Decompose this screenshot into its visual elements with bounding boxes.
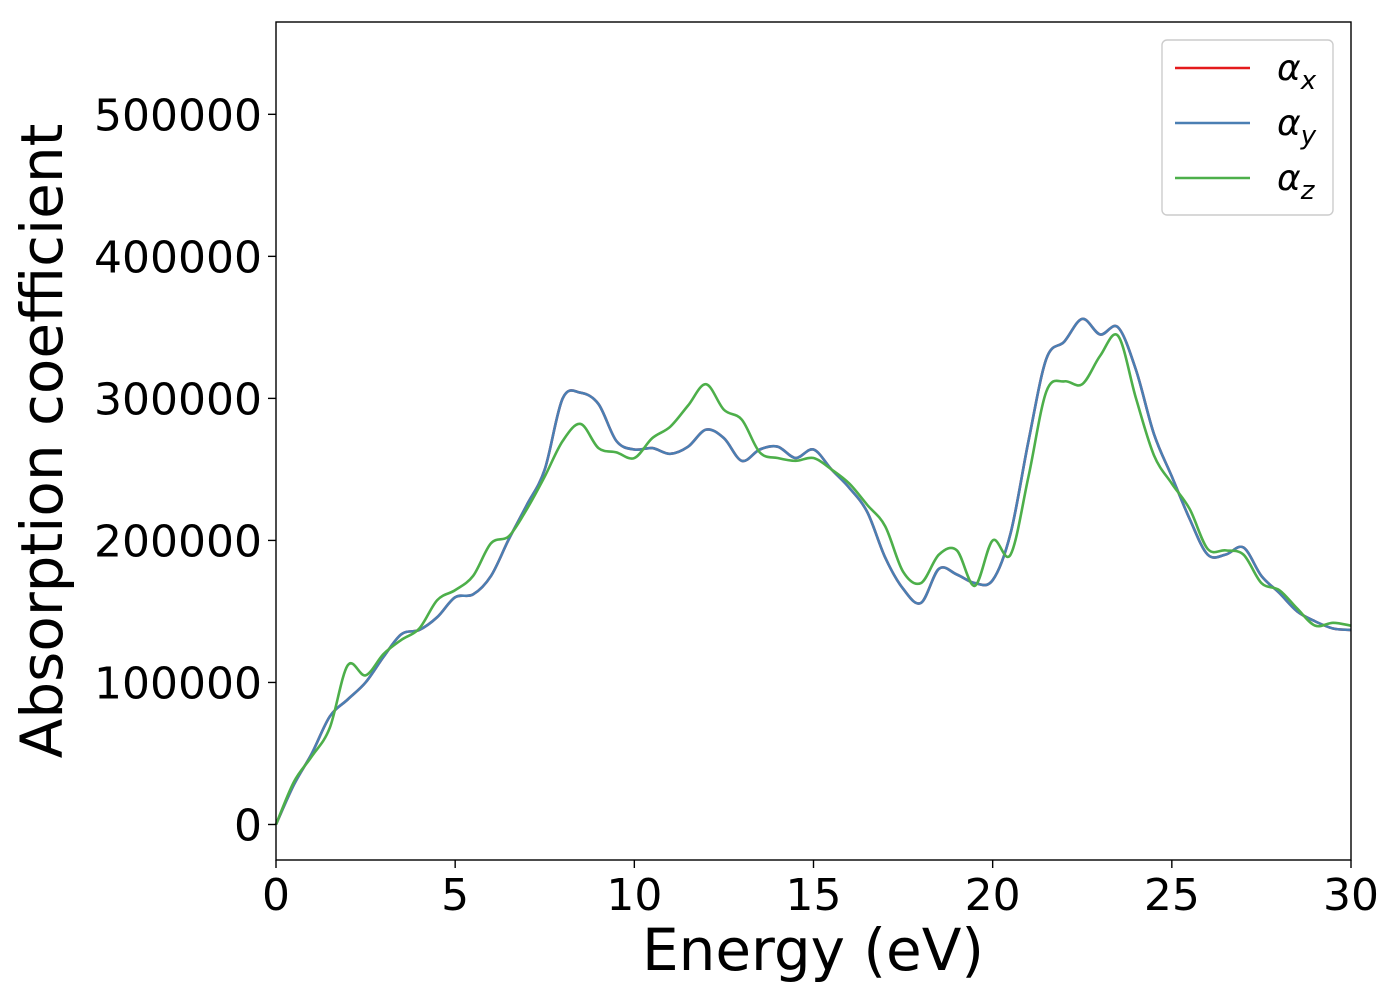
legend-label-y: αy [1277,103,1317,151]
x-tick-label: 15 [786,870,842,921]
y-axis-ticks: 0 100000 200000 300000 400000 500000 [94,90,276,851]
y-tick-label: 200000 [94,516,262,567]
legend-label-x: αx [1277,48,1317,96]
series-line-z [274,333,1352,825]
x-tick-label: 20 [965,870,1021,921]
legend-symbol: α [1277,48,1301,89]
legend-symbol: α [1277,103,1301,144]
legend-label-z: αz [1277,158,1316,206]
series-y [274,317,1352,826]
x-tick-label: 10 [606,870,662,921]
y-tick-label: 100000 [94,658,262,709]
plot-area [274,21,1352,861]
legend-box [1161,39,1334,216]
y-tick-label: 300000 [94,374,262,425]
y-tick-label: 0 [234,800,262,851]
x-tick-label: 25 [1144,870,1200,921]
x-tick-label: 5 [441,870,469,921]
x-axis-ticks: 0 5 10 15 20 25 30 [262,860,1379,921]
x-axis-label: Energy (eV) [642,916,984,984]
y-tick-label: 500000 [94,90,262,141]
series-layer [274,317,1352,826]
legend-subscript: x [1300,66,1317,96]
legend-symbol: α [1277,158,1301,199]
x-tick-label: 30 [1323,870,1379,921]
y-axis-label: Absorption coefficient [8,124,76,759]
legend-subscript: z [1300,176,1316,206]
legend-subscript: y [1300,121,1317,151]
series-line-y [274,317,1352,826]
y-tick-label: 400000 [94,232,262,283]
x-tick-label: 0 [262,870,290,921]
series-z [274,333,1352,825]
